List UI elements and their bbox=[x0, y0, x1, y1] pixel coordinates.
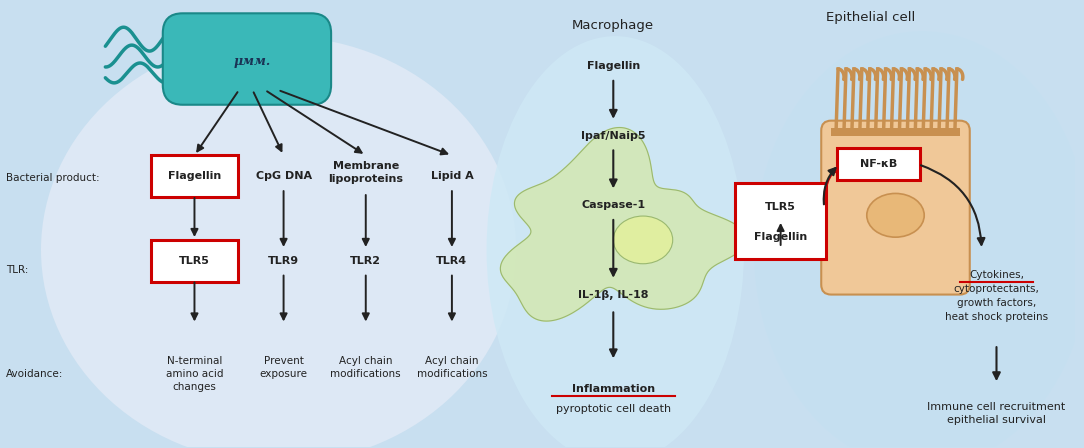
Text: TLR9: TLR9 bbox=[268, 256, 299, 266]
Text: TLR:: TLR: bbox=[7, 265, 28, 275]
Ellipse shape bbox=[614, 216, 673, 264]
Text: Acyl chain
modifications: Acyl chain modifications bbox=[331, 356, 401, 379]
Ellipse shape bbox=[41, 36, 516, 448]
Text: Ipaf/Naip5: Ipaf/Naip5 bbox=[581, 130, 646, 141]
FancyBboxPatch shape bbox=[151, 240, 238, 282]
Text: TLR2: TLR2 bbox=[350, 256, 382, 266]
Text: Flagellin: Flagellin bbox=[754, 232, 808, 242]
Text: Lipid A: Lipid A bbox=[430, 171, 474, 181]
Text: Bacterial product:: Bacterial product: bbox=[7, 173, 100, 183]
Ellipse shape bbox=[867, 194, 925, 237]
Text: CpG DNA: CpG DNA bbox=[256, 171, 311, 181]
Text: Membrane
lipoproteins: Membrane lipoproteins bbox=[328, 161, 403, 184]
Text: Prevent
exposure: Prevent exposure bbox=[259, 356, 308, 379]
Text: TLR5: TLR5 bbox=[179, 256, 210, 266]
FancyBboxPatch shape bbox=[735, 183, 826, 259]
Ellipse shape bbox=[753, 31, 1084, 448]
Text: Flagellin: Flagellin bbox=[586, 61, 640, 71]
Text: Caspase-1: Caspase-1 bbox=[581, 200, 645, 210]
Text: TLR5: TLR5 bbox=[765, 202, 796, 212]
Text: Cytokines,
cytoprotectants,
growth factors,
heat shock proteins: Cytokines, cytoprotectants, growth facto… bbox=[945, 270, 1048, 322]
Bar bbox=[831, 128, 959, 136]
Text: Immune cell recruitment
epithelial survival: Immune cell recruitment epithelial survi… bbox=[928, 402, 1066, 426]
Text: pyroptotic cell death: pyroptotic cell death bbox=[556, 404, 671, 414]
FancyBboxPatch shape bbox=[151, 155, 238, 197]
Text: TLR4: TLR4 bbox=[437, 256, 467, 266]
Text: IL-1β, IL-18: IL-1β, IL-18 bbox=[578, 289, 648, 300]
FancyBboxPatch shape bbox=[837, 148, 920, 180]
Polygon shape bbox=[501, 128, 747, 321]
Text: Avoidance:: Avoidance: bbox=[7, 369, 64, 379]
Text: μмм.: μмм. bbox=[233, 55, 271, 68]
Text: Acyl chain
modifications: Acyl chain modifications bbox=[416, 356, 487, 379]
FancyBboxPatch shape bbox=[163, 13, 331, 105]
Ellipse shape bbox=[487, 36, 744, 448]
Text: Macrophage: Macrophage bbox=[572, 19, 655, 32]
FancyBboxPatch shape bbox=[822, 121, 970, 294]
Text: Epithelial cell: Epithelial cell bbox=[826, 11, 915, 24]
Text: Inflammation: Inflammation bbox=[571, 384, 655, 394]
Text: N-terminal
amino acid
changes: N-terminal amino acid changes bbox=[166, 356, 223, 392]
Text: NF-κB: NF-κB bbox=[860, 159, 898, 169]
Text: Flagellin: Flagellin bbox=[168, 171, 221, 181]
